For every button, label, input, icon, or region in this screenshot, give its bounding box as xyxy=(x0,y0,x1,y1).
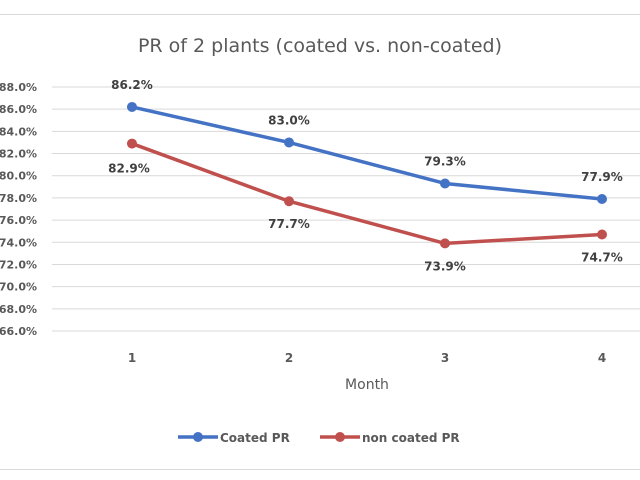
chart-border-top xyxy=(0,14,640,15)
series-non-coated-pr: 82.9% 77.7% 73.9% 74.7% xyxy=(108,138,623,273)
gridlines xyxy=(52,86,640,332)
data-point xyxy=(597,194,607,205)
y-tick-label: 84.0% xyxy=(0,125,37,138)
series-line xyxy=(130,141,604,246)
series-line xyxy=(130,105,604,201)
legend: Coated PR non coated PR xyxy=(178,431,460,445)
y-axis: 88.0% 86.0% 84.0% 82.0% 80.0% 78.0% 76.0% 74.0%… xyxy=(0,81,37,338)
y-tick-label: 80.0% xyxy=(0,170,37,183)
y-tick-label: 74.0% xyxy=(0,236,37,249)
data-point xyxy=(440,238,450,249)
data-label: 86.2% xyxy=(111,78,153,92)
data-label: 77.9% xyxy=(581,170,623,184)
x-tick-label: 1 xyxy=(128,351,136,365)
data-label: 77.7% xyxy=(268,217,310,231)
y-tick-label: 88.0% xyxy=(0,81,37,94)
legend-label: Coated PR xyxy=(220,431,290,445)
y-tick-label: 82.0% xyxy=(0,148,37,161)
series-group: 86.2% 83.0% 79.3% 77.9% 82.9% 77.7% 73.9% 74.7% xyxy=(108,78,623,273)
data-label: 82.9% xyxy=(108,162,150,176)
y-tick-label: 86.0% xyxy=(0,103,37,116)
data-label: 83.0% xyxy=(268,113,310,127)
chart-border-bottom xyxy=(0,469,640,470)
data-point xyxy=(127,138,137,149)
data-point xyxy=(284,137,294,148)
chart-title: PR of 2 plants (coated vs. non-coated) xyxy=(138,35,502,57)
y-tick-label: 72.0% xyxy=(0,258,37,271)
series-coated-pr: 86.2% 83.0% 79.3% 77.9% xyxy=(111,78,623,205)
data-label: 79.3% xyxy=(424,154,466,168)
data-label: 74.7% xyxy=(581,251,623,265)
x-tick-label: 2 xyxy=(285,351,293,365)
legend-swatch-marker xyxy=(335,432,345,442)
x-axis: 1 2 3 4 xyxy=(128,351,606,365)
data-point xyxy=(440,178,450,189)
y-tick-label: 70.0% xyxy=(0,281,37,294)
y-tick-label: 78.0% xyxy=(0,192,37,205)
data-point xyxy=(284,196,294,207)
legend-swatch-marker xyxy=(193,432,203,442)
y-tick-label: 76.0% xyxy=(0,214,37,227)
x-tick-label: 4 xyxy=(598,351,606,365)
data-label: 73.9% xyxy=(424,259,466,273)
y-tick-label: 66.0% xyxy=(0,325,37,338)
legend-item: non coated PR xyxy=(320,431,460,445)
legend-item: Coated PR xyxy=(178,431,290,445)
x-tick-label: 3 xyxy=(441,351,449,365)
y-tick-label: 68.0% xyxy=(0,303,37,316)
data-point xyxy=(127,101,137,112)
data-point xyxy=(597,229,607,240)
x-axis-label: Month xyxy=(345,377,389,393)
legend-label: non coated PR xyxy=(362,431,460,445)
